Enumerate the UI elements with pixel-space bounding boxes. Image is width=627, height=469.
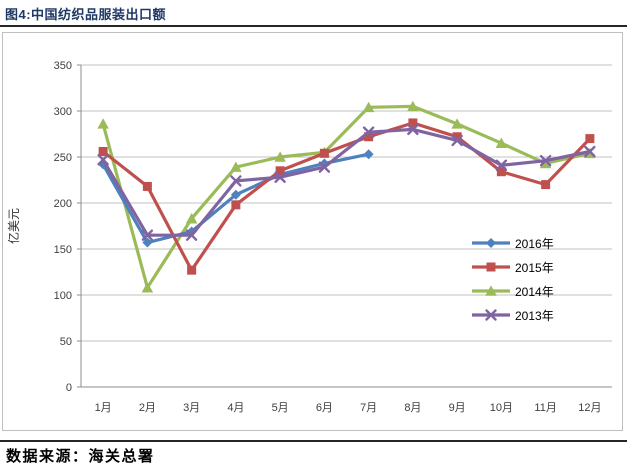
svg-text:11月: 11月 (534, 402, 556, 414)
legend-item-2016年: 2016年 (471, 231, 554, 255)
data-source: 数据来源：海关总署 (6, 449, 155, 465)
svg-text:7月: 7月 (360, 402, 377, 414)
svg-text:300: 300 (54, 106, 72, 118)
legend-item-2014年: 2014年 (471, 279, 554, 303)
svg-text:0: 0 (66, 382, 72, 394)
legend-label: 2016年 (515, 236, 554, 251)
legend-label: 2013年 (515, 308, 554, 323)
legend-item-2015年: 2015年 (471, 255, 554, 279)
svg-text:100: 100 (54, 290, 72, 302)
svg-text:9月: 9月 (449, 402, 466, 414)
chart-legend: 2016年 2015年 2014年 2013年 (471, 231, 554, 327)
svg-text:2月: 2月 (139, 402, 156, 414)
footer-divider-rule (0, 440, 627, 442)
svg-text:50: 50 (60, 336, 72, 348)
legend-label: 2015年 (515, 260, 554, 275)
svg-text:5月: 5月 (272, 402, 289, 414)
svg-text:350: 350 (54, 60, 72, 72)
svg-text:亿美元: 亿美元 (6, 208, 21, 244)
svg-text:6月: 6月 (316, 402, 333, 414)
legend-swatch-icon (472, 285, 510, 296)
svg-text:8月: 8月 (404, 402, 421, 414)
figure-title: 图4:中国纺织品服装出口额 (5, 7, 167, 22)
svg-text:200: 200 (54, 198, 72, 210)
svg-text:250: 250 (54, 152, 72, 164)
legend-swatch-icon (472, 262, 510, 272)
svg-text:4月: 4月 (227, 402, 244, 414)
chart-frame: 0 50 100 150 200 250 300 350 1月 2月 3月 4月 5月 6月 7月 8月 9月 1… (2, 32, 623, 431)
legend-label: 2014年 (515, 284, 554, 299)
legend-item-2013年: 2013年 (471, 303, 554, 327)
svg-text:10月: 10月 (490, 402, 513, 414)
svg-text:150: 150 (54, 244, 72, 256)
svg-text:3月: 3月 (183, 402, 200, 414)
line-chart: 0 50 100 150 200 250 300 350 1月 2月 3月 4月 5月 6月 7月 8月 9月 1… (6, 60, 612, 414)
svg-text:12月: 12月 (578, 402, 601, 414)
svg-text:1月: 1月 (95, 402, 112, 414)
title-divider-rule (0, 25, 627, 27)
legend-swatch-icon (472, 238, 510, 248)
legend-swatch-icon (472, 309, 510, 321)
